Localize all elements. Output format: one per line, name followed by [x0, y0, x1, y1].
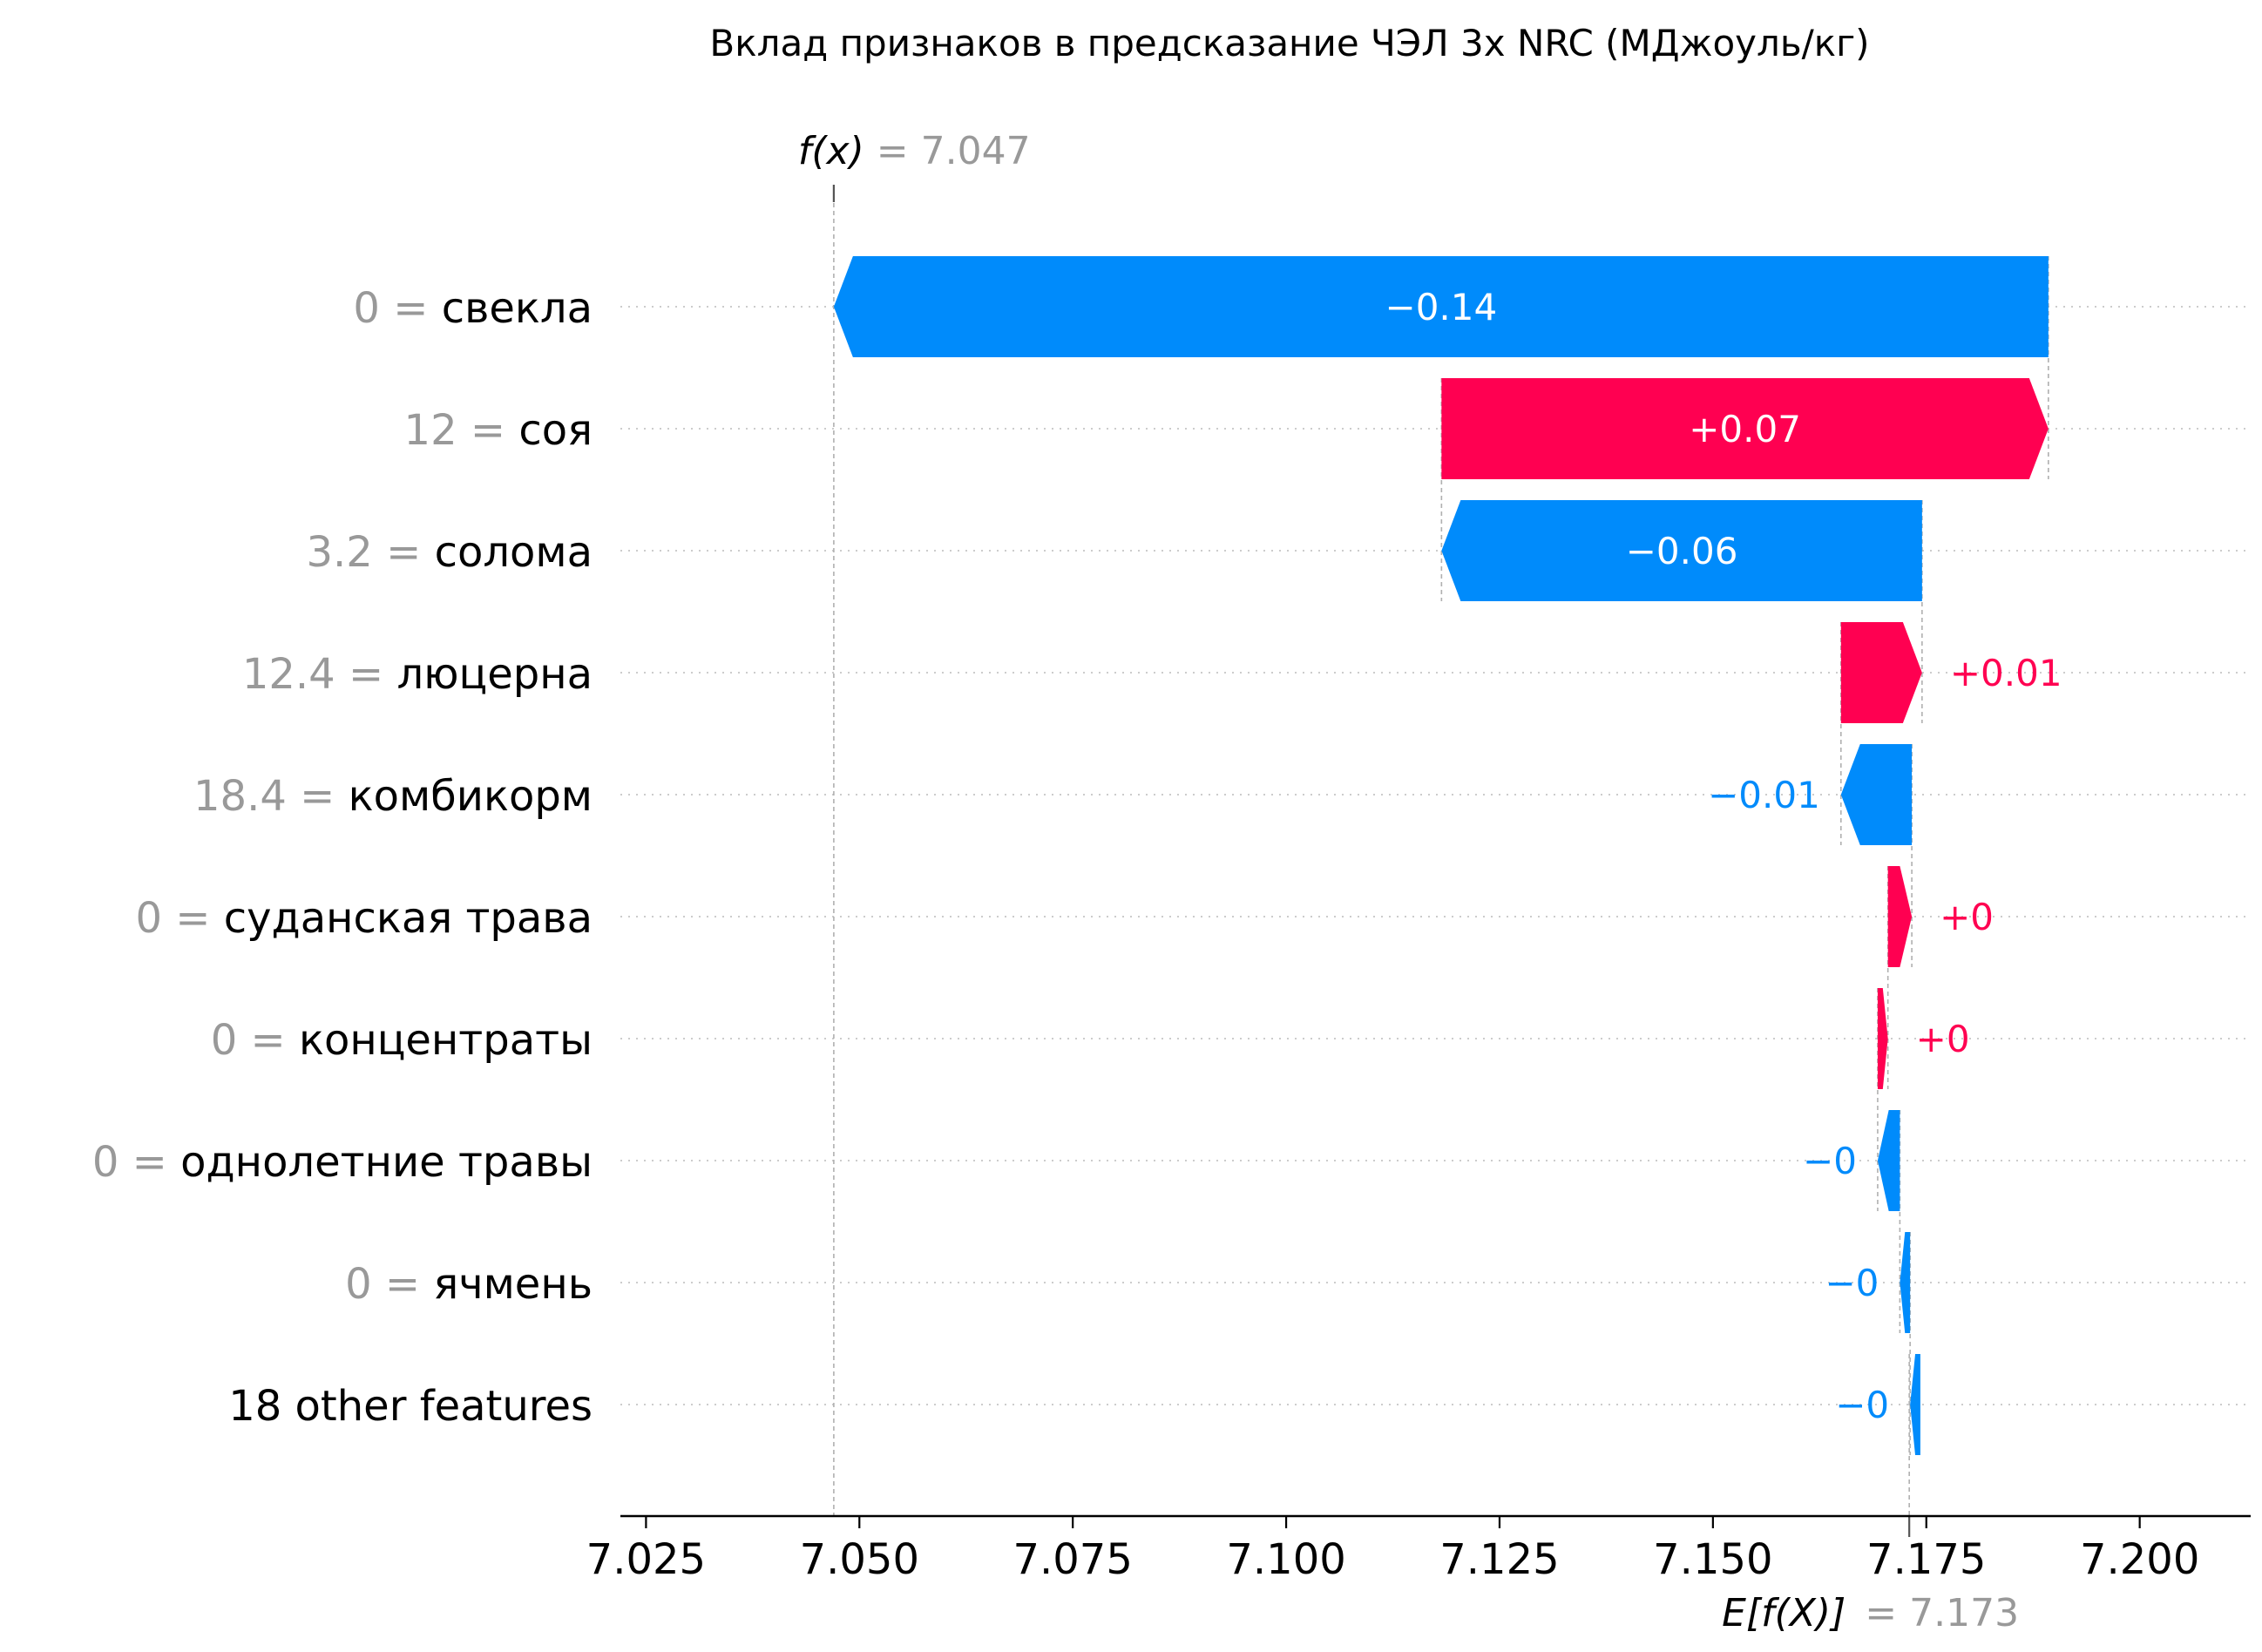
bar-value-label: −0	[1835, 1384, 1889, 1426]
bar-value-label: −0.14	[1385, 286, 1498, 328]
bar-negative	[1900, 1232, 1911, 1333]
feature-label: 0 = однолетние травы	[92, 1138, 593, 1187]
bar-value-label: −0.01	[1708, 774, 1820, 816]
feature-label: 3.2 = солома	[306, 528, 593, 577]
bar-negative	[1840, 744, 1913, 845]
bar-value-label: +0	[1916, 1018, 1970, 1060]
bar-negative	[1441, 500, 1922, 601]
plot-area: f(x) = 7.047 E[f(X)] = 7.173 −0.14 0 = свекла…	[92, 129, 2251, 1635]
bar-positive	[1441, 378, 2049, 479]
bar-value-label: −0	[1803, 1140, 1857, 1182]
feature-label: 0 = концентраты	[211, 1016, 593, 1065]
bar-positive	[1877, 988, 1888, 1089]
x-tick-label: 7.175	[1866, 1535, 1986, 1584]
output-value-label: f(x) = 7.047	[798, 129, 1031, 173]
bar-value-label: −0.06	[1626, 530, 1738, 572]
bar-value-label: +0.07	[1689, 408, 1801, 450]
feature-label: 0 = суданская трава	[135, 894, 593, 943]
chart-title: Вклад признаков в предсказание ЧЭЛ 3х NR…	[709, 22, 1869, 64]
bar-value-label: +0.01	[1950, 652, 2062, 694]
bar-positive	[1887, 866, 1913, 967]
feature-label: 12.4 = люцерна	[242, 650, 593, 699]
x-tick-label: 7.075	[1012, 1535, 1132, 1584]
x-tick-label: 7.200	[2080, 1535, 2199, 1584]
bar-negative	[1910, 1354, 1920, 1455]
feature-label: 18 other features	[228, 1382, 593, 1431]
x-tick-label: 7.150	[1653, 1535, 1772, 1584]
feature-label: 12 = соя	[404, 406, 593, 455]
base-value-label: E[f(X)] = 7.173	[1722, 1591, 2019, 1635]
x-tick-label: 7.050	[800, 1535, 919, 1584]
x-tick-label: 7.125	[1439, 1535, 1559, 1584]
bar-positive	[1840, 622, 1922, 723]
bar-negative	[1877, 1110, 1900, 1211]
bar-negative	[833, 256, 2049, 357]
feature-label: 0 = ячмень	[345, 1260, 593, 1309]
x-tick-label: 7.025	[586, 1535, 706, 1584]
bar-value-label: +0	[1940, 896, 1994, 938]
x-tick-label: 7.100	[1226, 1535, 1345, 1584]
bar-value-label: −0	[1825, 1262, 1879, 1304]
feature-label: 18.4 = комбикорм	[193, 772, 593, 821]
feature-label: 0 = свекла	[353, 284, 593, 333]
